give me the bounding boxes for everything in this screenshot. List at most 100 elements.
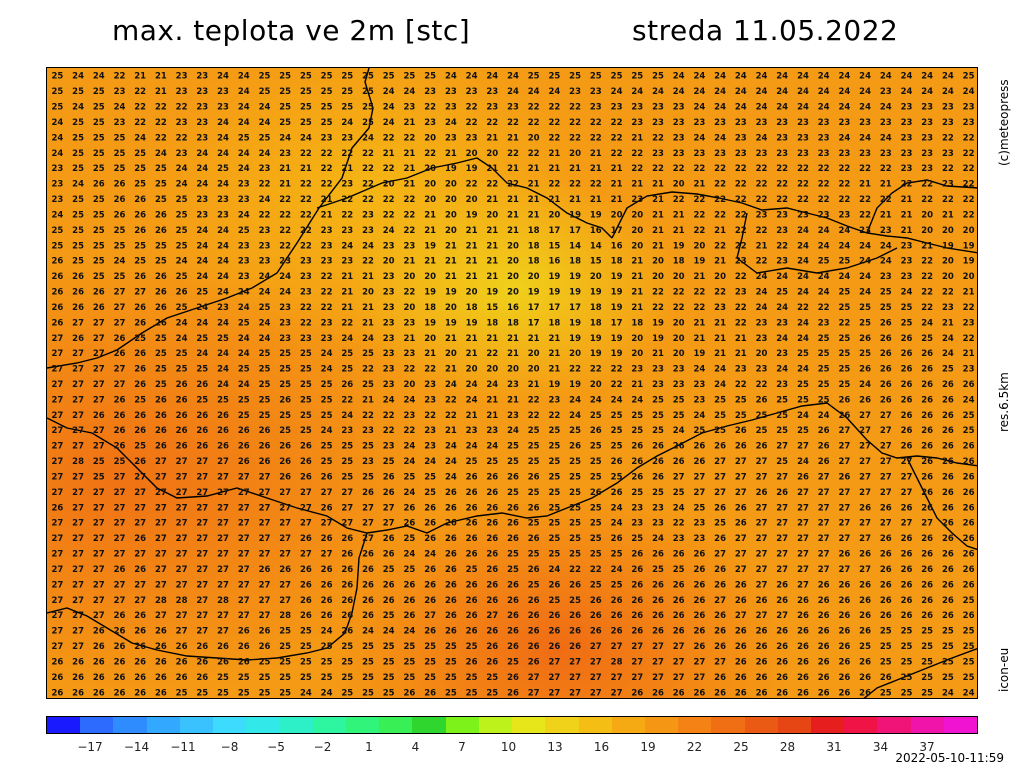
- temperature-cell: 26: [238, 457, 250, 467]
- temperature-cell: 26: [383, 473, 395, 483]
- temperature-cell: 22: [942, 133, 954, 143]
- temperature-cell: 27: [735, 611, 747, 621]
- temperature-cell: 22: [756, 180, 768, 190]
- temperature-cell: 22: [756, 195, 768, 205]
- temperature-cell: 24: [714, 103, 726, 113]
- temperature-cell: 26: [445, 565, 457, 575]
- temperature-cell: 21: [631, 133, 643, 143]
- temperature-cell: 27: [72, 411, 84, 421]
- temperature-cell: 27: [51, 611, 63, 621]
- temperature-cell: 26: [859, 365, 871, 375]
- temperature-cell: 23: [901, 149, 913, 159]
- temperature-cell: 26: [155, 210, 167, 220]
- temperature-cell: 23: [321, 334, 333, 344]
- temperature-cell: 27: [631, 658, 643, 668]
- temperature-cell: 23: [818, 118, 830, 128]
- temperature-cell: 24: [155, 149, 167, 159]
- temperature-cell: 22: [569, 180, 581, 190]
- temperature-cell: 24: [51, 149, 63, 159]
- temperature-cell: 27: [776, 534, 788, 544]
- temperature-cell: 23: [797, 118, 809, 128]
- temperature-cell: 27: [838, 503, 850, 513]
- temperature-cell: 26: [735, 627, 747, 637]
- temperature-cell: 19: [548, 272, 560, 282]
- temperature-cell: 26: [93, 180, 105, 190]
- temperature-cell: 26: [445, 611, 457, 621]
- temperature-cell: 25: [880, 627, 892, 637]
- temperature-cell: 26: [341, 580, 353, 590]
- temperature-cell: 27: [238, 611, 250, 621]
- temperature-cell: 27: [735, 565, 747, 575]
- temperature-cell: 24: [776, 72, 788, 82]
- temperature-cell: 22: [403, 210, 415, 220]
- temperature-cell: 16: [507, 303, 519, 313]
- temperature-cell: 26: [341, 550, 353, 560]
- temperature-cell: 16: [590, 226, 602, 236]
- temperature-cell: 25: [611, 411, 623, 421]
- temperature-cell: 22: [507, 180, 519, 190]
- temperature-cell: 21: [403, 164, 415, 174]
- temperature-cell: 23: [176, 72, 188, 82]
- temperature-cell: 24: [176, 164, 188, 174]
- temperature-cell: 27: [72, 365, 84, 375]
- temperature-cell: 25: [196, 334, 208, 344]
- temperature-cell: 25: [590, 442, 602, 452]
- temperature-cell: 23: [341, 226, 353, 236]
- temperature-cell: 25: [279, 72, 291, 82]
- temperature-cell: 27: [238, 473, 250, 483]
- temperature-cell: 26: [51, 257, 63, 267]
- temperature-cell: 22: [963, 133, 975, 143]
- temperature-cell: 26: [114, 349, 126, 359]
- temperature-cell: 22: [569, 118, 581, 128]
- temperature-cell: 26: [486, 473, 498, 483]
- temperature-cell: 21: [466, 334, 478, 344]
- temperature-cell: 24: [714, 72, 726, 82]
- temperature-cell: 28: [155, 596, 167, 606]
- temperature-cell: 27: [134, 596, 146, 606]
- temperature-cell: 23: [383, 303, 395, 313]
- temperature-cell: 22: [838, 195, 850, 205]
- temperature-cell: 25: [279, 380, 291, 390]
- temperature-cell: 25: [548, 596, 560, 606]
- temperature-cell: 21: [507, 195, 519, 205]
- temperature-cell: 25: [72, 164, 84, 174]
- temperature-cell: 25: [466, 642, 478, 652]
- temperature-cell: 20: [424, 180, 436, 190]
- temperature-cell: 23: [383, 272, 395, 282]
- temperature-cell: 26: [445, 534, 457, 544]
- temperature-cell: 26: [155, 658, 167, 668]
- temperature-cell: 26: [155, 303, 167, 313]
- temperature-cell: 24: [445, 380, 457, 390]
- temperature-cell: 26: [176, 658, 188, 668]
- color-scale-tick: 28: [780, 740, 795, 754]
- temperature-cell: 26: [466, 473, 478, 483]
- temperature-cell: 25: [424, 673, 436, 683]
- temperature-cell: 26: [921, 380, 933, 390]
- temperature-cell: 20: [569, 349, 581, 359]
- temperature-cell: 25: [238, 226, 250, 236]
- temperature-cell: 27: [155, 473, 167, 483]
- temperature-cell: 26: [942, 426, 954, 436]
- temperature-cell: 26: [673, 580, 685, 590]
- temperature-cell: 26: [611, 534, 623, 544]
- temperature-cell: 26: [300, 473, 312, 483]
- temperature-cell: 25: [403, 658, 415, 668]
- temperature-cell: 20: [693, 241, 705, 251]
- temperature-cell: 21: [341, 164, 353, 174]
- temperature-cell: 25: [383, 565, 395, 575]
- temperature-cell: 25: [300, 411, 312, 421]
- temperature-cell: 27: [880, 442, 892, 452]
- temperature-cell: 26: [942, 395, 954, 405]
- temperature-cell: 27: [797, 534, 809, 544]
- temperature-cell: 24: [114, 257, 126, 267]
- temperature-cell: 27: [279, 596, 291, 606]
- temperature-cell: 26: [901, 411, 913, 421]
- temperature-cell: 24: [321, 349, 333, 359]
- temperature-cell: 24: [714, 133, 726, 143]
- temperature-cell: 23: [403, 318, 415, 328]
- temperature-cell: 26: [93, 642, 105, 652]
- temperature-cell: 24: [859, 272, 871, 282]
- temperature-cell: 26: [486, 488, 498, 498]
- temperature-cell: 26: [155, 688, 167, 698]
- color-swatch: [445, 717, 479, 733]
